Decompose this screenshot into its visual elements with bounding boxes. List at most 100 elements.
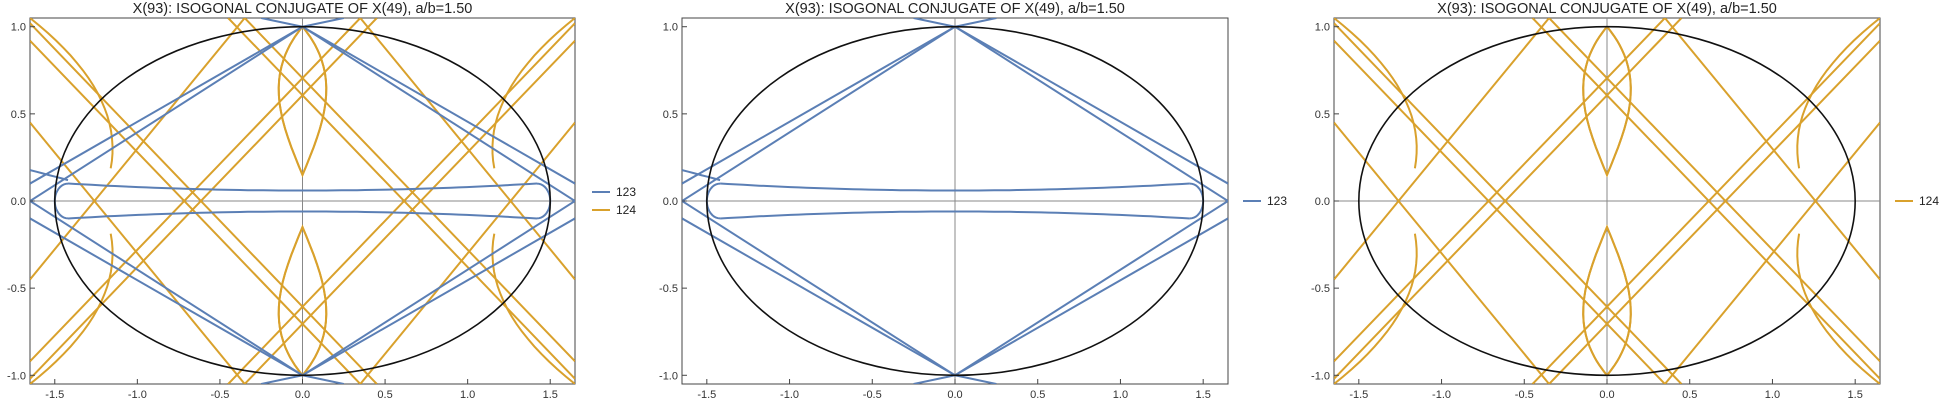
series-123-flare-l bbox=[682, 169, 721, 182]
x-tick-label: -0.5 bbox=[210, 389, 229, 401]
series-124-line-5 bbox=[1334, 18, 1666, 363]
series-124-line-4 bbox=[30, 18, 378, 380]
series-124-line-0 bbox=[30, 22, 378, 384]
reference-ellipse bbox=[53, 25, 552, 377]
series-123-line-3 bbox=[302, 217, 575, 377]
series-124-line-10 bbox=[30, 18, 246, 281]
series-124-cusp-1 bbox=[30, 18, 114, 169]
series-123-line-2 bbox=[30, 217, 303, 377]
y-tick-label: 0.5 bbox=[1315, 109, 1330, 121]
series-124-line-11 bbox=[359, 18, 575, 281]
series-123-upper-curve bbox=[720, 182, 1190, 192]
y-tick-label: 1.0 bbox=[663, 22, 678, 34]
x-tick-label: 0.5 bbox=[377, 389, 392, 401]
x-tick-label: 1.5 bbox=[543, 389, 558, 401]
series-124-line-2 bbox=[1531, 22, 1880, 384]
plot-area bbox=[682, 18, 1228, 384]
x-tick-label: -1.5 bbox=[697, 389, 716, 401]
reference-ellipse bbox=[1358, 25, 1856, 377]
chart-title: X(93): ISOGONAL CONJUGATE OF X(49), a/b=… bbox=[133, 1, 473, 17]
x-tick-label: 0.0 bbox=[947, 389, 962, 401]
series-124-line-3 bbox=[1548, 39, 1880, 384]
plot-area bbox=[30, 18, 575, 384]
series-124-line-8 bbox=[1334, 121, 1550, 384]
series-124-cusp-3 bbox=[1334, 233, 1418, 384]
series-123-line-8 bbox=[913, 18, 956, 28]
series-124-cusp-0 bbox=[491, 18, 575, 169]
series-124-petal-3 bbox=[1582, 224, 1632, 376]
series-123-lower-curve bbox=[67, 210, 538, 220]
x-tick-label: 0.0 bbox=[295, 389, 310, 401]
series-123-line-10 bbox=[913, 374, 956, 384]
series-124-line-2 bbox=[227, 22, 575, 384]
series-123-line-0 bbox=[682, 25, 956, 185]
y-tick-label: 1.0 bbox=[1315, 22, 1330, 34]
series-124-cusp-2 bbox=[491, 233, 575, 384]
series-124-line-1 bbox=[1334, 39, 1666, 384]
chart-panel-2: X(93): ISOGONAL CONJUGATE OF X(49), a/b=… bbox=[659, 1, 1287, 401]
y-tick-label: -1.0 bbox=[1311, 370, 1330, 382]
chart-title: X(93): ISOGONAL CONJUGATE OF X(49), a/b=… bbox=[785, 1, 1125, 17]
series-124-cusp-3 bbox=[30, 233, 114, 384]
series-123-line-9 bbox=[302, 18, 344, 28]
series-123-upper-curve bbox=[67, 182, 538, 192]
chart-title: X(93): ISOGONAL CONJUGATE OF X(49), a/b=… bbox=[1437, 1, 1777, 17]
series-124-line-8 bbox=[30, 121, 246, 384]
x-tick-label: 1.5 bbox=[1196, 389, 1211, 401]
series-124-line-7 bbox=[1548, 18, 1880, 363]
series-123-line-7 bbox=[301, 200, 575, 377]
series-123-line-2 bbox=[682, 217, 956, 377]
series-123-line-4 bbox=[30, 25, 304, 202]
y-tick-label: -1.0 bbox=[659, 370, 678, 382]
y-tick-label: 0.5 bbox=[11, 109, 26, 121]
series-123-line-6 bbox=[682, 200, 956, 377]
series-124-cusp-2 bbox=[1796, 233, 1880, 384]
legend-label-124: 124 bbox=[616, 203, 636, 217]
y-tick-label: 0.0 bbox=[1315, 196, 1330, 208]
series-123-line-3 bbox=[954, 217, 1228, 377]
series-124-petal-1 bbox=[1582, 26, 1632, 178]
series-124-line-6 bbox=[1531, 18, 1880, 380]
series-123-line-6 bbox=[30, 200, 304, 377]
series-123-line-4 bbox=[682, 25, 956, 202]
x-tick-label: -1.0 bbox=[780, 389, 799, 401]
series-124-line-0 bbox=[1334, 22, 1683, 384]
series-123-line-1 bbox=[954, 25, 1228, 185]
series-124-cusp-1 bbox=[1334, 18, 1418, 169]
x-tick-label: 0.0 bbox=[1599, 389, 1614, 401]
y-tick-label: 0.0 bbox=[11, 196, 26, 208]
series-124-line-9 bbox=[359, 121, 575, 384]
series-124-line-9 bbox=[1664, 121, 1880, 384]
series-124-cusp-0 bbox=[1796, 18, 1880, 169]
y-tick-label: 0.0 bbox=[663, 196, 678, 208]
plot-area bbox=[1334, 18, 1880, 384]
x-tick-label: -1.5 bbox=[45, 389, 64, 401]
series-123-line-5 bbox=[954, 25, 1228, 202]
x-tick-label: -1.5 bbox=[1349, 389, 1368, 401]
x-tick-label: -0.5 bbox=[863, 389, 882, 401]
y-tick-label: 1.0 bbox=[11, 22, 26, 34]
x-tick-label: 0.5 bbox=[1682, 389, 1697, 401]
reference-ellipse bbox=[706, 25, 1204, 377]
series-123-flare-l bbox=[30, 169, 69, 182]
y-tick-label: 0.5 bbox=[663, 109, 678, 121]
legend-label-124: 124 bbox=[1919, 194, 1939, 208]
series-124-petal-1 bbox=[277, 26, 328, 178]
chart-panel-3: X(93): ISOGONAL CONJUGATE OF X(49), a/b=… bbox=[1311, 1, 1939, 401]
series-124-line-4 bbox=[1334, 18, 1683, 380]
series-123-line-9 bbox=[954, 18, 997, 28]
x-tick-label: -0.5 bbox=[1515, 389, 1534, 401]
x-tick-label: 0.5 bbox=[1030, 389, 1045, 401]
y-tick-label: -0.5 bbox=[1311, 283, 1330, 295]
x-tick-label: 1.0 bbox=[460, 389, 475, 401]
chart-panel-1: X(93): ISOGONAL CONJUGATE OF X(49), a/b=… bbox=[7, 1, 636, 401]
series-124-line-11 bbox=[1664, 18, 1880, 281]
y-tick-label: -1.0 bbox=[7, 370, 26, 382]
series-123-line-1 bbox=[302, 25, 575, 185]
x-tick-label: 1.5 bbox=[1848, 389, 1863, 401]
series-123-line-11 bbox=[954, 374, 997, 384]
series-123-line-0 bbox=[30, 25, 303, 185]
x-tick-label: 1.0 bbox=[1113, 389, 1128, 401]
legend-label-123: 123 bbox=[1267, 194, 1287, 208]
